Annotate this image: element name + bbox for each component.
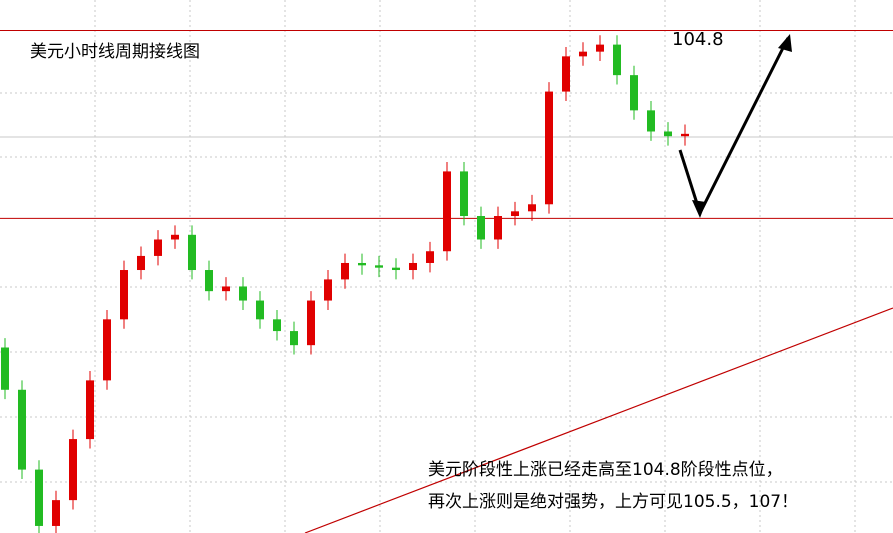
candle-body — [443, 171, 451, 252]
candle-body — [307, 300, 315, 346]
candle-body — [188, 234, 196, 271]
level-label: 104.8 — [672, 29, 724, 50]
candle-body — [528, 204, 536, 212]
candle-body — [205, 270, 213, 292]
candle-body — [681, 133, 689, 137]
candle-body — [222, 286, 230, 292]
candle-body — [579, 51, 587, 57]
candle-body — [375, 265, 383, 268]
candle-body — [392, 267, 400, 271]
candle-body — [171, 234, 179, 240]
chart-title: 美元小时线周期接线图 — [30, 42, 200, 62]
forecast-arrow — [678, 37, 790, 217]
candle-body — [52, 500, 60, 526]
candle-body — [137, 255, 145, 271]
candle-body — [120, 270, 128, 320]
note: 美元阶段性上涨已经走高至104.8阶段性点位， — [428, 460, 783, 480]
note: 再次上涨则是绝对强势，上方可见105.5，107！ — [428, 492, 798, 512]
arrow-head — [778, 34, 792, 52]
candle-body — [460, 171, 468, 217]
trend-line — [304, 307, 893, 533]
candle-body — [596, 44, 604, 52]
candle-body — [409, 262, 417, 271]
candle-body — [154, 239, 162, 256]
candle-body — [1, 347, 9, 390]
candle-body — [273, 319, 281, 332]
candle-body — [630, 75, 638, 111]
candle-body — [477, 216, 485, 240]
candle-body — [562, 56, 570, 92]
candle-body — [613, 44, 621, 76]
candle-body — [256, 300, 264, 320]
candles — [1, 35, 689, 533]
candle-body — [511, 211, 519, 217]
candle-body — [103, 319, 111, 381]
candle-body — [664, 131, 672, 137]
candle-body — [69, 439, 77, 501]
candle-body — [35, 469, 43, 526]
candle-body — [290, 331, 298, 346]
candle-body — [18, 389, 26, 470]
candle-body — [545, 91, 553, 205]
arrow-head — [692, 200, 706, 218]
candle-body — [86, 380, 94, 440]
candle-body — [239, 286, 247, 301]
candle-body — [358, 262, 366, 266]
candle-body — [426, 251, 434, 263]
candle-body — [647, 110, 655, 132]
candle-body — [341, 262, 349, 280]
candle-body — [324, 279, 332, 301]
candle-body — [494, 216, 502, 240]
